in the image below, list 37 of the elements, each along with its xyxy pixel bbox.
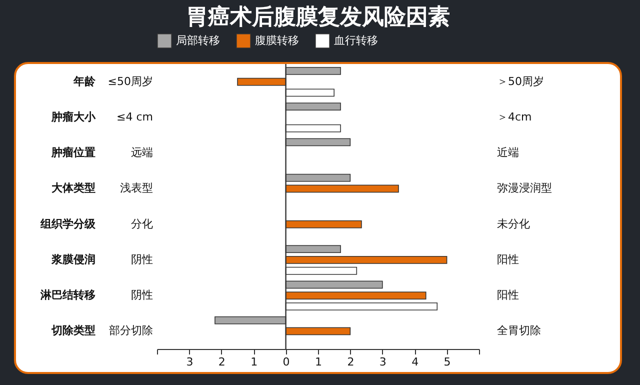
x-tick-label: 5 bbox=[444, 356, 451, 368]
x-tick-label: 2 bbox=[218, 356, 226, 368]
text: 部分切除 bbox=[109, 324, 153, 338]
legend-label: 血行转移 bbox=[334, 34, 378, 47]
text: ＞4cm bbox=[497, 110, 532, 124]
text: 全胃切除 bbox=[497, 324, 541, 338]
y-tick-label: 肿瘤大小 bbox=[50, 110, 96, 124]
text: 阳性 bbox=[497, 252, 519, 266]
text: ≤50周岁 bbox=[108, 74, 153, 88]
legend-label: 局部转移 bbox=[176, 34, 220, 47]
y-tick-label: 组织学分级 bbox=[40, 217, 96, 230]
text: 浅表型 bbox=[120, 182, 153, 195]
y-tick-label: 淋巴结转移 bbox=[40, 288, 96, 302]
text: 远端 bbox=[131, 146, 153, 160]
x-tick-label: 0 bbox=[282, 356, 290, 368]
legend-label: 腹膜转移 bbox=[255, 34, 299, 47]
x-tick-label: 4 bbox=[412, 356, 419, 368]
y-tick-label: 浆膜侵润 bbox=[50, 252, 96, 266]
text: 阳性 bbox=[497, 288, 519, 302]
text: 弥漫浸润型 bbox=[497, 182, 552, 195]
y-tick-label: 大体类型 bbox=[52, 182, 96, 195]
y-tick-label: 切除类型 bbox=[50, 324, 96, 338]
text: ≤4 cm bbox=[116, 110, 153, 124]
text: ＞50周岁 bbox=[497, 74, 544, 88]
y-tick-label: 肿瘤位置 bbox=[50, 146, 96, 160]
x-tick-label: 2 bbox=[347, 356, 354, 368]
text: 阴性 bbox=[131, 252, 153, 266]
text: 近端 bbox=[497, 146, 519, 160]
chart-title: 胃癌术后腹膜复发风险因素 bbox=[186, 4, 450, 30]
x-tick-label: 1 bbox=[315, 356, 322, 368]
text: 分化 bbox=[131, 217, 153, 230]
text: 阴性 bbox=[131, 288, 153, 302]
y-tick-label: 年龄 bbox=[72, 74, 96, 88]
x-tick-label: 1 bbox=[250, 356, 258, 368]
x-tick-label: 3 bbox=[186, 356, 194, 368]
x-tick-label: 3 bbox=[379, 356, 386, 368]
text: 未分化 bbox=[497, 217, 530, 230]
